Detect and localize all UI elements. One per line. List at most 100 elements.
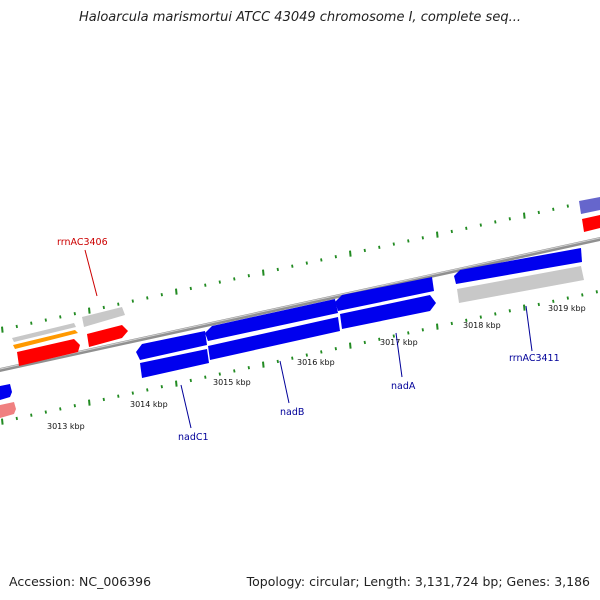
tick-mark-inner [378, 337, 381, 341]
tick-mark-outer [566, 204, 569, 208]
tick-mark-inner [1, 418, 4, 425]
leader-rrnAC3411 [525, 305, 533, 352]
tick-mark-outer [349, 250, 352, 257]
leader-nadB [279, 360, 290, 404]
tick-mark-outer [30, 321, 33, 325]
tick-mark-outer [334, 255, 337, 259]
tick-mark-outer [117, 302, 120, 306]
gene-label-nadB[interactable]: nadB [280, 407, 304, 418]
tick-mark-outer [508, 217, 511, 221]
tick-mark-inner [305, 353, 308, 357]
kbp-label-3016: 3016 kbp [297, 358, 335, 367]
tick-mark-outer [1, 326, 4, 333]
tick-mark-inner [44, 410, 47, 414]
tick-mark-inner [247, 366, 250, 370]
tick-mark-outer [291, 264, 294, 268]
tick-mark-inner [160, 385, 163, 389]
tick-mark-outer [305, 261, 308, 265]
tick-mark-outer [450, 229, 453, 234]
gene-orange[interactable] [13, 330, 78, 349]
tick-mark-inner [59, 407, 62, 411]
gene-label-rrnAC3406[interactable]: rrnAC3406 [57, 237, 108, 248]
tick-mark-outer [523, 212, 526, 219]
tick-mark-outer [218, 280, 221, 284]
tick-mark-inner [320, 350, 323, 354]
tick-mark-outer [276, 267, 279, 272]
tick-mark-inner [581, 293, 584, 297]
accession-text: Accession: NC_006396 [9, 574, 152, 589]
tick-mark-inner [291, 356, 294, 360]
tick-mark-inner [508, 309, 511, 313]
tick-mark-outer [479, 223, 482, 227]
tick-mark-inner [218, 372, 221, 376]
gene-label-rrnAC3411[interactable]: rrnAC3411 [509, 353, 560, 364]
kbp-label-3013: 3013 kbp [47, 422, 85, 431]
kbp-label-3015: 3015 kbp [213, 378, 251, 387]
leader-nadA [395, 332, 403, 378]
tick-mark-outer [131, 299, 134, 303]
gene-label-nadC1[interactable]: nadC1 [178, 432, 209, 443]
tick-mark-outer [378, 245, 381, 249]
gene-blue-inner-3[interactable] [340, 295, 436, 329]
leader-nadC1 [180, 384, 192, 429]
tick-mark-inner [392, 334, 395, 338]
kbp-label-3017: 3017 kbp [380, 338, 418, 347]
tick-mark-outer [15, 324, 18, 329]
tick-mark-inner [146, 388, 149, 392]
tick-mark-outer [146, 296, 149, 300]
gene-left-pink[interactable] [0, 402, 16, 418]
tick-mark-inner [436, 323, 439, 330]
gene-red-1[interactable] [17, 339, 80, 366]
gene-blue-outer-3[interactable] [335, 277, 434, 311]
tick-mark-outer [436, 231, 439, 238]
tick-mark-inner [189, 378, 192, 383]
gene-grey-3[interactable] [457, 266, 584, 303]
tick-mark-outer [421, 236, 424, 240]
gene-red-2[interactable] [87, 325, 128, 347]
tick-mark-inner [276, 359, 279, 364]
gene-right-purple[interactable] [579, 197, 600, 214]
tick-mark-outer [363, 248, 366, 253]
gene-grey-1[interactable] [12, 323, 76, 342]
tick-mark-inner [88, 399, 91, 406]
gene-blue-inner-1[interactable] [140, 349, 209, 378]
tick-mark-inner [262, 361, 265, 368]
tick-mark-outer [73, 312, 76, 316]
tick-mark-inner [595, 290, 598, 294]
tick-mark-outer [189, 286, 192, 291]
tick-mark-outer [160, 293, 163, 297]
gene-right-red[interactable] [582, 215, 600, 232]
tick-mark-outer [494, 220, 497, 224]
gene-blue-outer-4[interactable] [454, 248, 582, 284]
gene-grey-2[interactable] [82, 307, 125, 327]
kbp-label-3014: 3014 kbp [130, 400, 168, 409]
tick-mark-outer [88, 307, 91, 314]
tick-mark-inner [537, 302, 540, 307]
tick-mark-inner [175, 380, 178, 387]
tick-mark-inner [421, 328, 424, 332]
tick-mark-inner [566, 296, 569, 300]
tick-mark-outer [320, 258, 323, 262]
tick-mark-outer [465, 226, 468, 230]
tick-mark-inner [30, 413, 33, 417]
tick-mark-inner [407, 331, 410, 335]
gene-blue-inner-2[interactable] [208, 317, 340, 360]
tick-mark-inner [15, 416, 18, 421]
gene-label-nadA[interactable]: nadA [391, 381, 416, 392]
tick-mark-inner [102, 397, 105, 402]
tick-mark-outer [44, 318, 47, 322]
tick-mark-inner [117, 394, 120, 398]
gene-left-blue[interactable] [0, 384, 12, 400]
tick-mark-inner [363, 340, 366, 345]
tick-mark-outer [247, 274, 250, 278]
tick-mark-inner [131, 391, 134, 395]
tick-mark-outer [102, 305, 105, 310]
gene-blue-outer-2[interactable] [205, 299, 338, 341]
tick-mark-inner [450, 321, 453, 326]
tick-mark-inner [552, 299, 555, 303]
tick-mark-outer [59, 315, 62, 319]
kbp-label-3019: 3019 kbp [548, 304, 586, 313]
tick-mark-inner [334, 347, 337, 351]
gene-blue-outer-1[interactable] [136, 331, 207, 360]
